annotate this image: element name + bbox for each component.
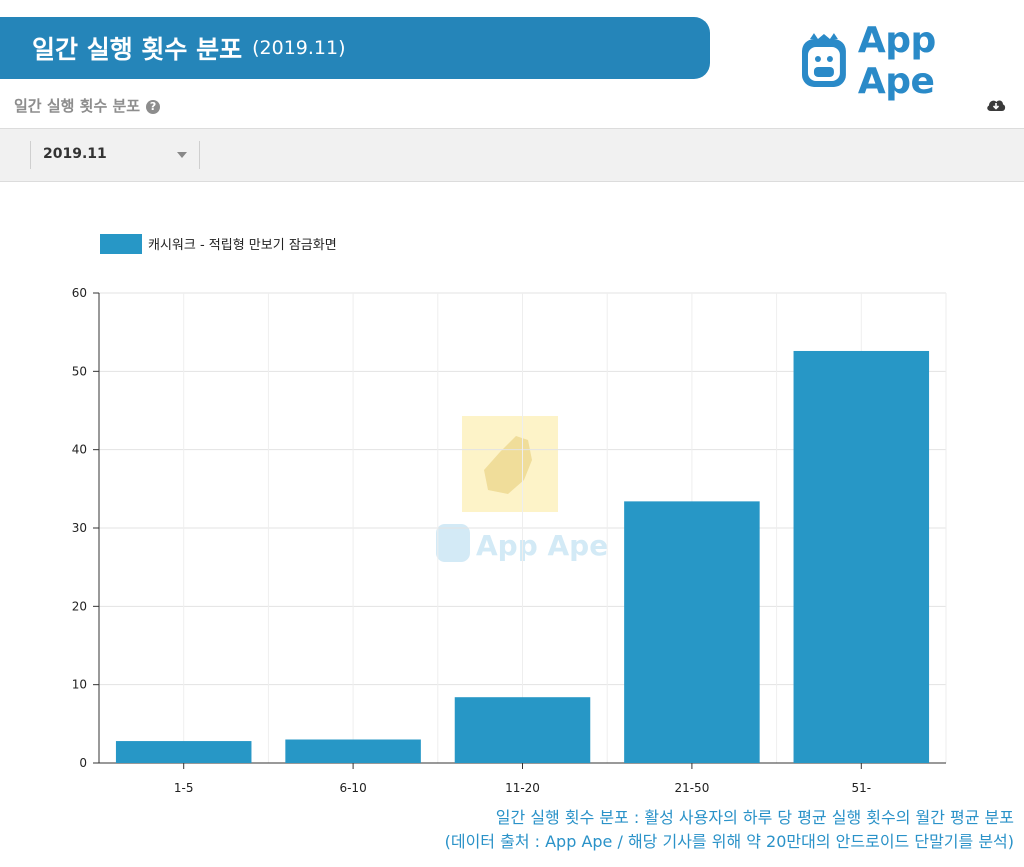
- x-tick-label: 6-10: [339, 781, 366, 795]
- logo-text: App Ape: [857, 20, 936, 102]
- y-tick-label: 40: [72, 443, 87, 457]
- banner-period: (2019.11): [252, 37, 346, 59]
- y-tick-label: 30: [72, 521, 87, 535]
- footnote-line-1: 일간 실행 횟수 분포 : 활성 사용자의 하루 당 평균 실행 횟수의 월간 …: [495, 808, 1014, 827]
- legend-swatch: [100, 234, 142, 254]
- footnote: 일간 실행 횟수 분포 : 활성 사용자의 하루 당 평균 실행 횟수의 월간 …: [445, 806, 1014, 854]
- title-banner: 일간 실행 횟수 분포 (2019.11): [0, 17, 710, 79]
- x-tick-label: 1-5: [174, 781, 194, 795]
- watermark-ape-icon: [436, 524, 470, 562]
- x-tick-label: 21-50: [674, 781, 709, 795]
- panel-title: 일간 실행 횟수 분포?: [14, 95, 161, 116]
- y-tick-label: 60: [72, 286, 87, 300]
- cloud-download-icon[interactable]: [986, 97, 1006, 113]
- chevron-down-icon[interactable]: [177, 152, 187, 158]
- x-tick-label: 51-: [851, 781, 871, 795]
- bar-51-: [793, 350, 930, 763]
- y-tick-label: 20: [72, 599, 87, 613]
- x-tick-label: 11-20: [505, 781, 540, 795]
- legend-label: 캐시워크 - 적립형 만보기 잠금화면: [148, 238, 337, 253]
- y-tick-label: 10: [72, 678, 87, 692]
- banner-title: 일간 실행 횟수 분포: [32, 35, 243, 64]
- y-tick-label: 50: [72, 364, 87, 378]
- bar-21-50: [624, 501, 760, 763]
- bar-6-10: [285, 739, 421, 763]
- sneaker-icon: [484, 436, 532, 494]
- bar-chart: App Ape 0 10 20 30 40 50 60 1-5 6-10 11-20 21-50 51-…: [72, 234, 947, 795]
- filter-bar: 2019.11: [0, 128, 1024, 182]
- help-icon[interactable]: ?: [146, 100, 161, 114]
- footnote-line-2: (데이터 출처 : App Ape / 해당 기사를 위해 약 20만대의 안드…: [444, 832, 1014, 851]
- y-tick-label: 0: [79, 756, 87, 770]
- panel-title-text: 일간 실행 횟수 분포: [14, 97, 141, 115]
- period-select[interactable]: 2019.11: [30, 141, 200, 169]
- ape-face-icon: [801, 33, 846, 87]
- watermark-text: App Ape: [476, 529, 608, 562]
- watermark: App Ape: [436, 416, 608, 562]
- app-ape-logo: App Ape: [800, 20, 1024, 102]
- period-select-value: 2019.11: [43, 146, 107, 162]
- bar-11-20: [454, 697, 591, 763]
- bar-1-5: [115, 741, 252, 763]
